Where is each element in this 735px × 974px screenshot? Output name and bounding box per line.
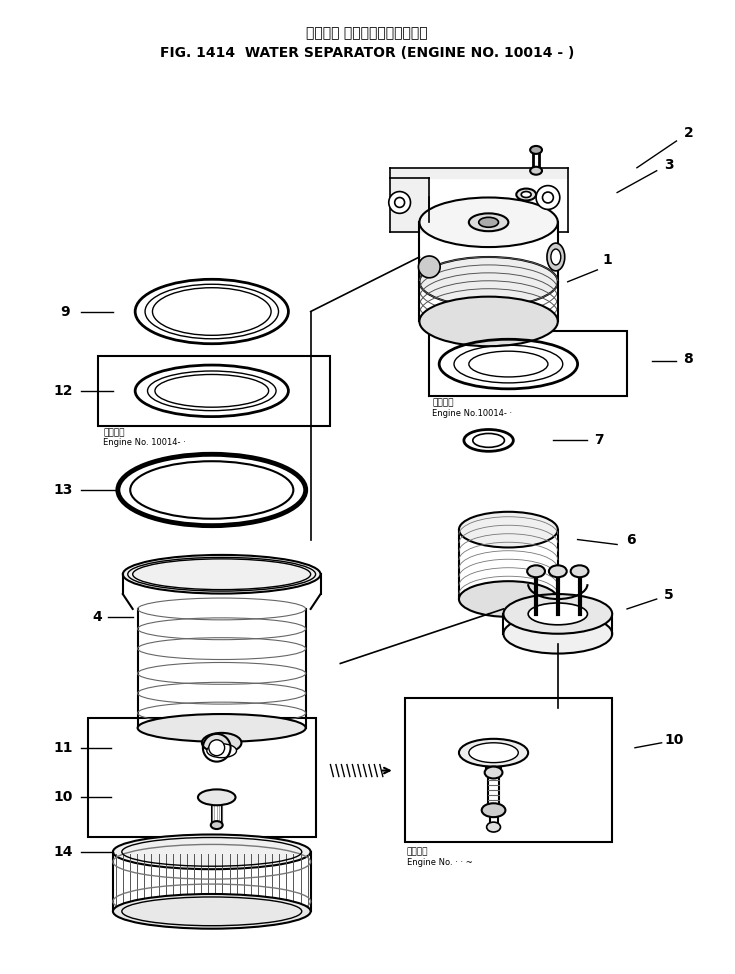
Ellipse shape [527,565,545,578]
Ellipse shape [528,603,587,624]
Bar [429,331,627,395]
Text: 10: 10 [664,732,684,747]
Text: 13: 13 [54,483,74,497]
Text: 8: 8 [684,353,693,366]
Text: FIG. 1414  WATER SEPARATOR (ENGINE NO. 10014 - ): FIG. 1414 WATER SEPARATOR (ENGINE NO. 10… [159,46,574,59]
Text: 12: 12 [54,384,74,397]
Text: 適用号機: 適用号機 [406,847,428,856]
Ellipse shape [484,767,503,778]
Ellipse shape [536,186,560,209]
Ellipse shape [530,146,542,154]
Ellipse shape [542,192,553,203]
Ellipse shape [459,511,558,547]
Polygon shape [390,168,567,177]
Text: 14: 14 [54,844,74,859]
Ellipse shape [418,256,440,278]
Ellipse shape [148,371,276,411]
Text: 2: 2 [684,126,693,140]
Ellipse shape [145,284,279,339]
Text: 10: 10 [54,790,74,805]
Ellipse shape [137,714,306,742]
Ellipse shape [469,743,518,763]
Ellipse shape [113,835,311,869]
Ellipse shape [469,213,509,231]
Text: 適用号機: 適用号機 [103,429,124,437]
Ellipse shape [473,433,504,447]
Text: 5: 5 [664,588,673,602]
Ellipse shape [207,744,237,758]
Ellipse shape [395,198,404,207]
Ellipse shape [551,249,561,265]
Ellipse shape [530,167,542,174]
Ellipse shape [521,192,531,198]
Ellipse shape [202,732,241,753]
Ellipse shape [420,198,558,247]
Text: 11: 11 [54,741,74,755]
Ellipse shape [130,462,293,519]
Text: Engine No. · · ~: Engine No. · · ~ [406,858,473,867]
Ellipse shape [481,804,506,817]
Bar [98,356,331,426]
Text: 9: 9 [61,305,71,318]
Text: 7: 7 [595,433,604,447]
Ellipse shape [503,594,612,634]
Ellipse shape [570,565,589,578]
Ellipse shape [389,192,411,213]
Ellipse shape [209,740,225,756]
Text: 6: 6 [626,533,636,546]
Ellipse shape [516,189,536,201]
Text: Engine No.10014- ·: Engine No.10014- · [432,409,512,418]
Ellipse shape [549,565,567,578]
Ellipse shape [420,297,558,346]
Text: 3: 3 [664,158,673,171]
Ellipse shape [459,739,528,767]
Text: 4: 4 [92,610,102,624]
Ellipse shape [198,789,235,805]
Ellipse shape [478,217,498,227]
Polygon shape [390,177,429,232]
Ellipse shape [547,244,564,271]
Ellipse shape [123,555,320,593]
Text: 適用号機: 適用号機 [432,398,453,408]
Text: ウォータ セパレータ　通用号機: ウォータ セパレータ 通用号機 [306,26,428,40]
Ellipse shape [113,894,311,928]
Text: Engine No. 10014- ·: Engine No. 10014- · [103,438,186,447]
Ellipse shape [211,821,223,829]
Ellipse shape [487,822,501,832]
Bar [404,698,612,842]
Ellipse shape [503,614,612,654]
Text: 1: 1 [603,253,612,267]
Ellipse shape [459,581,558,617]
Bar [88,718,315,837]
Ellipse shape [420,257,558,307]
